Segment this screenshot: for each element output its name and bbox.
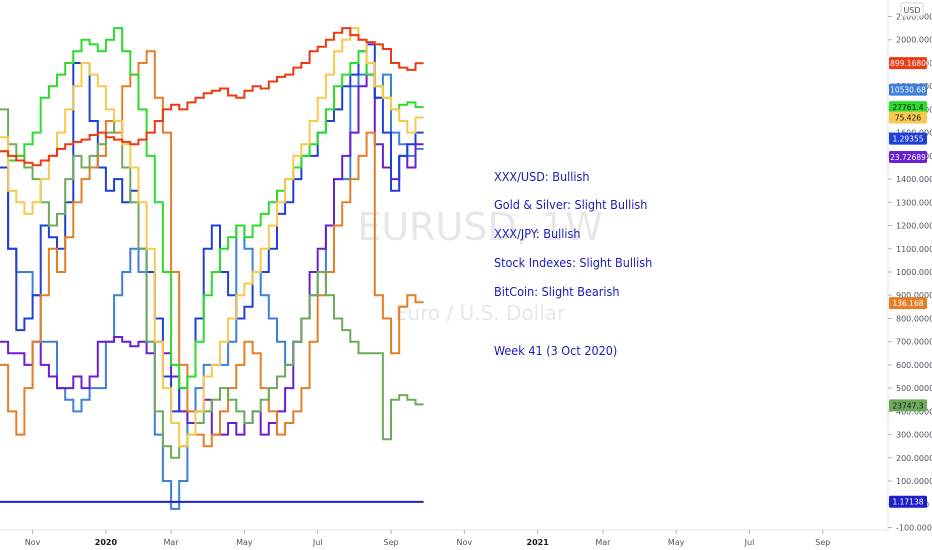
currency-button[interactable]: USD (900, 2, 924, 17)
x-tick-label: Sep (384, 538, 399, 547)
y-tick-label: 700.00000 (896, 338, 932, 347)
x-tick-label: May (236, 538, 253, 547)
last-value-badge-label: 75.426 (895, 114, 921, 123)
last-value-badge-bg (889, 57, 927, 70)
x-tick-label: Nov (457, 538, 473, 547)
time-axis[interactable]: Nov 2020 Mar May Jul Sep Nov 2021 Mar May Jul Sep (25, 530, 831, 547)
last-value-badge-label: 23.72689 (890, 153, 926, 162)
last-value-badge-bg (889, 132, 927, 145)
y-tick-label: 300.00000 (896, 431, 932, 440)
series-layer (0, 27, 424, 510)
y-tick-label: 2000.00000 (896, 36, 932, 45)
series-line-5 (0, 27, 424, 390)
y-tick-label: 400.00000 (896, 407, 932, 416)
last-value-badge-bg (889, 101, 927, 114)
y-tick-label: 1400.00000 (896, 175, 932, 184)
x-tick-label: Jul (744, 538, 755, 547)
y-tick-label: 1100.00000 (896, 245, 932, 254)
last-value-badge: 23747.3 (889, 399, 927, 412)
last-value-badge: 10530.68 (889, 83, 927, 96)
last-value-badge-label: 1.17138 (892, 498, 923, 507)
last-value-badge: 75.426 (889, 111, 927, 124)
last-value-badge-bg (889, 111, 927, 124)
last-value-badge-bg (889, 495, 927, 508)
y-tick-label: -100.00000 (896, 524, 932, 533)
last-value-badge-label: 1.29355 (892, 135, 923, 144)
series-line-2 (0, 43, 424, 413)
y-tick-label: 900.00000 (896, 291, 932, 300)
last-value-badge-label: 27761.4 (892, 103, 923, 112)
watermark-description: Euro / U.S. Dollar (395, 301, 566, 325)
y-tick-label: 100.00000 (896, 477, 932, 486)
x-tick-label: Mar (164, 538, 180, 547)
series-line-3 (0, 50, 424, 448)
last-value-badge-bg (889, 151, 927, 164)
series-line-7 (0, 27, 424, 167)
plot-background (0, 0, 888, 530)
y-tick-label: 200.00000 (896, 454, 932, 463)
last-value-badge: 23.72689 (889, 151, 927, 164)
last-value-badge-label: 23747.3 (892, 401, 923, 410)
annotation-xxx-jpy: XXX/JPY: Bullish (494, 226, 581, 241)
x-tick-label: 2021 (527, 538, 550, 547)
annotation-week: Week 41 (3 Oct 2020) (494, 343, 617, 358)
last-value-badge: 136.168 (889, 297, 927, 310)
y-tick-label: 1200.00000 (896, 222, 932, 231)
x-tick-label: Jul (312, 538, 323, 547)
last-value-badges: 10530.68 23.72689 1.29355 136.168 23747.3 277… (885, 57, 931, 508)
last-value-badge: 1.29355 (889, 132, 927, 145)
y-tick-label: 500.00000 (896, 384, 932, 393)
y-tick-label: 1000.00000 (896, 268, 932, 277)
x-tick-label: Nov (25, 538, 41, 547)
x-tick-label: Sep (815, 538, 830, 547)
annotation-stock-indexes: Stock Indexes: Slight Bullish (494, 255, 652, 270)
last-value-badge-label: 10530.68 (890, 86, 926, 95)
y-tick-label: 800.00000 (896, 314, 932, 323)
watermark-symbol: EURUSD, 1W (357, 205, 602, 249)
currency-button-label: USD (903, 6, 920, 15)
last-value-badge-label: 136.168 (892, 299, 923, 308)
last-value-badge: 1899.16800 (885, 57, 931, 70)
currency-button-frame (900, 2, 924, 17)
last-value-badge-label: 1899.16800 (885, 59, 931, 68)
y-tick-label: 1300.00000 (896, 198, 932, 207)
last-value-badge: 1.17138 (889, 495, 927, 508)
annotation-gold-silver: Gold & Silver: Slight Bullish (494, 197, 647, 212)
x-tick-label: 2020 (95, 538, 118, 547)
x-tick-label: May (668, 538, 685, 547)
last-value-badge: 27761.4 (889, 101, 927, 114)
y-tick-label: 600.00000 (896, 361, 932, 370)
x-tick-label: Mar (595, 538, 611, 547)
last-value-badge-bg (889, 399, 927, 412)
y-tick-label: 2100.00000 (896, 13, 932, 22)
last-value-badge-bg (889, 297, 927, 310)
annotation-xxx-usd: XXX/USD: Bullish (494, 169, 590, 184)
last-value-badge-bg (889, 83, 927, 96)
annotation-text-block: XXX/USD: Bullish Gold & Silver: Slight B… (494, 169, 652, 358)
annotation-bitcoin: BitCoin: Slight Bearish (494, 284, 620, 299)
symbol-watermark: EURUSD, 1W Euro / U.S. Dollar (357, 205, 602, 325)
series-line-4 (0, 108, 424, 459)
